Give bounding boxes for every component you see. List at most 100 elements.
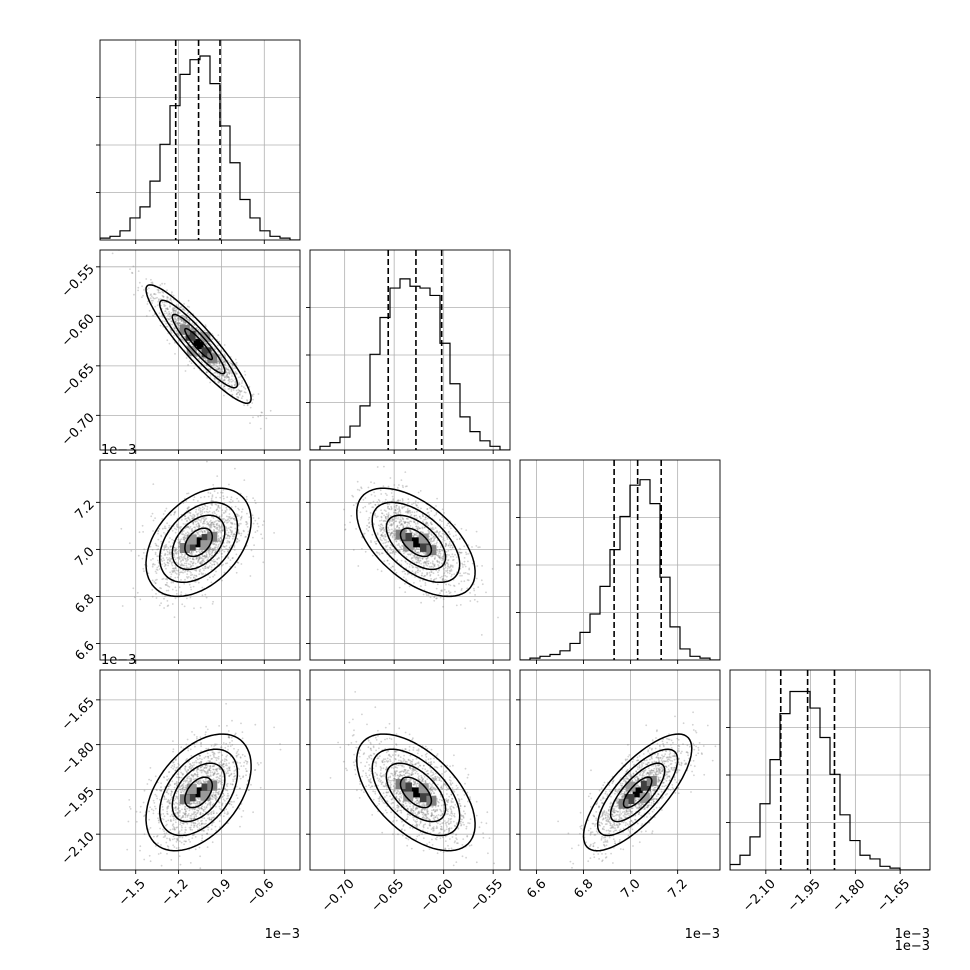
scatter-point bbox=[181, 319, 184, 322]
scatter-point bbox=[196, 800, 199, 803]
scatter-point bbox=[152, 530, 154, 532]
scatter-point bbox=[425, 521, 428, 524]
scatter-point bbox=[175, 796, 178, 799]
contour-level-3 bbox=[145, 487, 252, 598]
scatter-point bbox=[172, 567, 175, 570]
scatter-point bbox=[150, 779, 153, 782]
scatter-point bbox=[181, 603, 184, 606]
histogram-panel-1 bbox=[306, 249, 511, 454]
scatter-point bbox=[187, 364, 190, 366]
scatter-point bbox=[251, 395, 254, 397]
scatter-point bbox=[172, 567, 175, 570]
scatter-point bbox=[380, 534, 383, 537]
scatter-point bbox=[185, 317, 188, 319]
scatter-point bbox=[178, 334, 181, 337]
scatter-point bbox=[228, 377, 231, 380]
scatter-point bbox=[203, 530, 206, 533]
scatter-point bbox=[212, 362, 215, 365]
scatter-point bbox=[200, 801, 203, 804]
scatter-point bbox=[382, 526, 385, 529]
scatter-point bbox=[183, 536, 186, 538]
scatter-point bbox=[203, 357, 206, 360]
scatter-point bbox=[391, 520, 394, 522]
scatter-point bbox=[383, 539, 386, 541]
scatter-point bbox=[168, 551, 171, 554]
scatter-point bbox=[207, 757, 210, 759]
scatter-point bbox=[430, 571, 433, 573]
scatter-point bbox=[186, 576, 188, 578]
scatter-point bbox=[395, 540, 398, 542]
scatter-point bbox=[211, 795, 214, 798]
scatter-point bbox=[175, 329, 178, 332]
scatter-point bbox=[200, 550, 203, 553]
scatter-point bbox=[175, 318, 178, 321]
scatter-point bbox=[419, 490, 422, 492]
scatter-point bbox=[237, 507, 240, 510]
scatter-point bbox=[153, 581, 156, 583]
scatter-point bbox=[223, 521, 226, 524]
scatter-point bbox=[166, 812, 169, 815]
scatter-point bbox=[439, 519, 441, 522]
scatter-point bbox=[206, 832, 209, 835]
scatter-point bbox=[188, 511, 191, 514]
scatter-point bbox=[399, 511, 402, 514]
scatter-point bbox=[184, 768, 187, 771]
scatter-point bbox=[390, 523, 393, 526]
scatter-point bbox=[221, 370, 224, 372]
scatter-point bbox=[149, 294, 152, 296]
scatter-point bbox=[183, 321, 186, 324]
scatter-point bbox=[185, 537, 187, 540]
scatter-point bbox=[167, 562, 170, 565]
scatter-point bbox=[413, 547, 415, 550]
scatter-point bbox=[182, 812, 185, 814]
scatter-point bbox=[206, 846, 209, 848]
scatter-point bbox=[223, 360, 225, 363]
scatter-point bbox=[152, 296, 155, 299]
scatter-point bbox=[390, 544, 393, 547]
scatter-point bbox=[190, 572, 192, 574]
scatter-point bbox=[159, 284, 162, 286]
scatter-point bbox=[414, 549, 417, 552]
scatter-point bbox=[183, 303, 186, 305]
scatter-point bbox=[176, 322, 179, 325]
scatter-point bbox=[251, 402, 254, 404]
scatter-point bbox=[138, 281, 141, 284]
scatter-point bbox=[179, 540, 182, 543]
scatter-point bbox=[394, 528, 397, 530]
scatter-point bbox=[454, 530, 457, 533]
scatter-point bbox=[178, 541, 181, 543]
scatter-point bbox=[389, 546, 391, 549]
scatter-point bbox=[407, 553, 410, 556]
scatter-point bbox=[221, 374, 224, 377]
scatter-point bbox=[181, 836, 184, 839]
scatter-point bbox=[228, 378, 230, 381]
scatter-point bbox=[392, 498, 394, 500]
scatter-point bbox=[424, 561, 427, 563]
scatter-point bbox=[344, 524, 346, 526]
scatter-point bbox=[195, 550, 198, 553]
scatter-point bbox=[192, 558, 194, 560]
scatter-point bbox=[190, 565, 192, 568]
scatter-point bbox=[424, 561, 427, 564]
scatter-point bbox=[217, 543, 220, 546]
scatter-point bbox=[186, 531, 189, 534]
scatter-point bbox=[177, 773, 180, 775]
scatter-point bbox=[239, 522, 242, 525]
scatter-point bbox=[443, 588, 446, 591]
scatter-point bbox=[430, 533, 433, 536]
scatter-point bbox=[444, 574, 447, 577]
scatter-point bbox=[177, 327, 180, 329]
scatter-point bbox=[220, 350, 223, 352]
scatter-point bbox=[192, 562, 195, 565]
scatter-point bbox=[174, 321, 177, 324]
scatter-point bbox=[215, 776, 218, 779]
density-cell bbox=[401, 532, 412, 543]
scatter-point bbox=[383, 519, 386, 522]
scatter-point bbox=[369, 502, 372, 505]
scatter-point bbox=[179, 318, 182, 320]
scatter-point bbox=[436, 530, 438, 532]
scatter-point bbox=[227, 369, 230, 371]
scatter-point bbox=[392, 522, 395, 525]
scatter-point bbox=[214, 503, 217, 506]
scatter-point bbox=[176, 837, 179, 840]
